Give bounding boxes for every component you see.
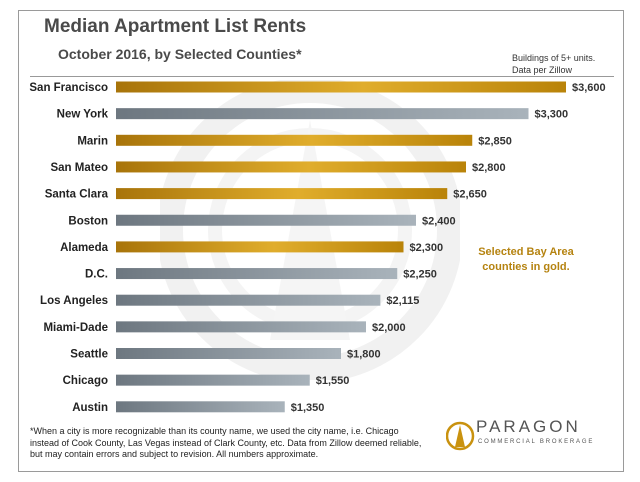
logo-tagline: COMMERCIAL BROKERAGE [478, 439, 595, 445]
bay-area-note-line-2: counties in gold. [482, 261, 570, 273]
bar [116, 294, 381, 306]
bay-area-note-line-1: Selected Bay Area [478, 246, 574, 258]
bar [116, 374, 310, 386]
source-note-line-1: Buildings of 5+ units. [512, 53, 596, 63]
footnote: *When a city is more recognizable than i… [30, 426, 422, 459]
bar [116, 188, 448, 200]
category-label: New York [57, 109, 109, 121]
category-label: Marin [77, 135, 108, 147]
value-label: $2,250 [403, 269, 437, 281]
bar [116, 401, 285, 413]
bay-area-note: Selected Bay Area counties in gold. [466, 245, 586, 275]
source-note-line-2: Data per Zillow [512, 65, 573, 75]
value-label: $1,550 [316, 375, 350, 387]
category-label: Chicago [63, 375, 108, 387]
value-label: $1,800 [347, 349, 381, 361]
bar [116, 348, 341, 359]
value-label: $2,300 [410, 242, 444, 254]
bar [116, 161, 466, 173]
bar [116, 321, 366, 333]
value-label: $3,600 [572, 82, 606, 94]
value-label: $2,850 [478, 135, 512, 147]
chart-subtitle: October 2016, by Selected Counties* [58, 46, 302, 62]
category-label: Alameda [60, 242, 109, 254]
category-label: Boston [68, 215, 108, 227]
value-label: $2,000 [372, 322, 406, 334]
bar [116, 134, 473, 146]
paragon-logo-icon [446, 421, 475, 451]
bar [116, 268, 398, 280]
category-label: Santa Clara [45, 189, 109, 201]
value-label: $2,650 [453, 189, 487, 201]
value-label: $1,350 [291, 402, 325, 414]
value-label: $2,115 [386, 295, 419, 307]
category-label: Austin [72, 402, 108, 414]
value-label: $3,300 [535, 109, 569, 121]
bar [116, 214, 416, 226]
category-label: D.C. [85, 269, 108, 281]
source-note: Buildings of 5+ units. Data per Zillow [512, 52, 595, 76]
category-label: San Mateo [50, 162, 108, 174]
value-label: $2,400 [422, 215, 456, 227]
bar [116, 108, 529, 120]
chart-title: Median Apartment List Rents [44, 16, 307, 37]
category-label: San Francisco [29, 82, 108, 94]
category-label: Miami-Dade [43, 322, 108, 334]
logo-name: PARAGON [476, 417, 581, 436]
header-divider [30, 76, 614, 77]
bar [116, 81, 566, 93]
value-label: $2,800 [472, 162, 506, 174]
bar [116, 241, 404, 253]
category-label: Los Angeles [40, 295, 108, 307]
category-label: Seattle [70, 349, 108, 361]
